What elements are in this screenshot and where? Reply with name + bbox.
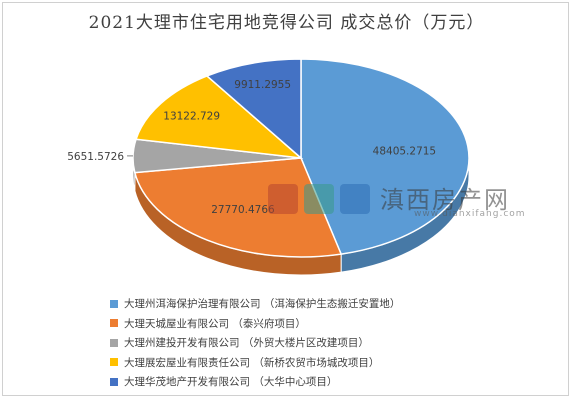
legend-item-1: 大理天城屋业有限公司 （泰兴府项目） [110, 314, 550, 334]
watermark-logo-icon [304, 184, 334, 214]
chart-legend: 大理州洱海保护治理有限公司 （洱海保护生态搬迁安置地） 大理天城屋业有限公司 （泰… [110, 294, 550, 392]
watermark-site: www.dianxifang.com [414, 209, 526, 219]
legend-swatch-0 [110, 299, 118, 308]
legend-item-4: 大理华茂地产开发有限公司 （大华中心项目） [110, 372, 550, 392]
pie-slice-1 [133, 157, 343, 258]
watermark-logo-icon [268, 184, 298, 214]
pie-value-label-4: 9911.2955 [234, 79, 291, 91]
chart-title: 2021大理市住宅用地竞得公司 成交总价（万元） [88, 13, 485, 33]
legend-label-1: 大理天城屋业有限公司 （泰兴府项目） [124, 317, 306, 330]
legend-label-3: 大理展宏屋业有限责任公司 （新桥农贸市场城改项目） [124, 356, 380, 369]
legend-item-3: 大理展宏屋业有限责任公司 （新桥农贸市场城改项目） [110, 353, 550, 373]
legend-item-2: 大理州建投开发有限公司 （外贸大楼片区改建项目） [110, 333, 550, 353]
legend-label-4: 大理华茂地产开发有限公司 （大华中心项目） [124, 376, 338, 389]
pie-slices [132, 58, 470, 258]
legend-item-0: 大理州洱海保护治理有限公司 （洱海保护生态搬迁安置地） [110, 294, 550, 314]
pie-slice-4 [205, 58, 302, 160]
legend-swatch-4 [110, 377, 118, 386]
legend-swatch-2 [110, 338, 118, 347]
pie-labels: 48405.2715 27770.4766 5651.5726 13122.729 99… [67, 79, 436, 216]
legend-swatch-3 [110, 358, 118, 367]
pie-value-label-0: 48405.2715 [373, 146, 436, 158]
legend-label-2: 大理州建投开发有限公司 （外贸大楼片区改建项目） [124, 337, 369, 350]
pie-value-label-1: 27770.4766 [211, 204, 275, 216]
pie-value-label-2: 5651.5726 [67, 151, 124, 163]
legend-label-0: 大理州洱海保护治理有限公司 （洱海保护生态搬迁安置地） [124, 298, 401, 311]
watermark-name: 滇西房产网 [380, 186, 510, 214]
pie-slice-3 [135, 75, 304, 160]
legend-swatch-1 [110, 319, 118, 328]
watermark-logo-icon [340, 184, 370, 214]
pie-value-label-3: 13122.729 [163, 110, 220, 122]
watermark: 滇西房产网 www.dianxifang.com [268, 178, 538, 222]
